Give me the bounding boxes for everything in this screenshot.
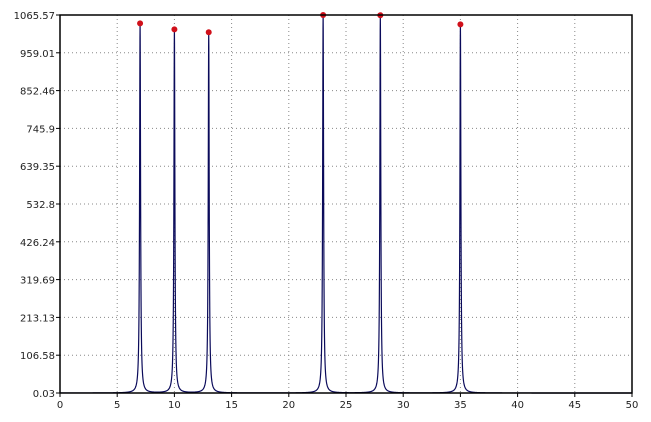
peak-marker-2 xyxy=(171,26,178,33)
peak-marker-6 xyxy=(457,21,464,28)
x-axis-ticks: 0 5 10 15 20 25 30 35 40 45 50 xyxy=(57,393,639,411)
x-tick-label: 10 xyxy=(168,400,181,411)
x-tick-label: 25 xyxy=(340,400,353,411)
y-tick-label: 745.9 xyxy=(26,124,55,135)
x-tick-label: 0 xyxy=(57,400,63,411)
plot-frame xyxy=(59,14,633,394)
x-tick-label: 50 xyxy=(626,400,639,411)
y-tick-label: 852.46 xyxy=(20,87,55,98)
x-tick-label: 15 xyxy=(225,400,238,411)
x-tick-label: 35 xyxy=(454,400,467,411)
y-tick-label: 0.03 xyxy=(33,389,55,400)
y-tick-label: 426.24 xyxy=(20,238,55,249)
y-tick-label: 106.58 xyxy=(20,351,55,362)
grid-lines xyxy=(60,15,632,393)
y-tick-label: 1065.57 xyxy=(14,11,55,22)
peak-marker-1 xyxy=(137,20,144,27)
y-tick-label: 319.69 xyxy=(20,276,55,287)
y-tick-label: 959.01 xyxy=(20,49,55,60)
y-tick-label: 532.8 xyxy=(26,200,55,211)
y-tick-label: 213.13 xyxy=(20,313,55,324)
y-axis-ticks: 0.03 106.58 213.13 319.69 426.24 532.8 639.35 7… xyxy=(14,11,60,400)
x-tick-label: 5 xyxy=(114,400,120,411)
x-tick-label: 20 xyxy=(282,400,295,411)
y-tick-label: 639.35 xyxy=(20,162,55,173)
x-tick-label: 45 xyxy=(568,400,581,411)
x-tick-label: 40 xyxy=(511,400,524,411)
peak-marker-3 xyxy=(205,29,212,36)
x-tick-label: 30 xyxy=(397,400,410,411)
peak-markers xyxy=(137,12,464,36)
